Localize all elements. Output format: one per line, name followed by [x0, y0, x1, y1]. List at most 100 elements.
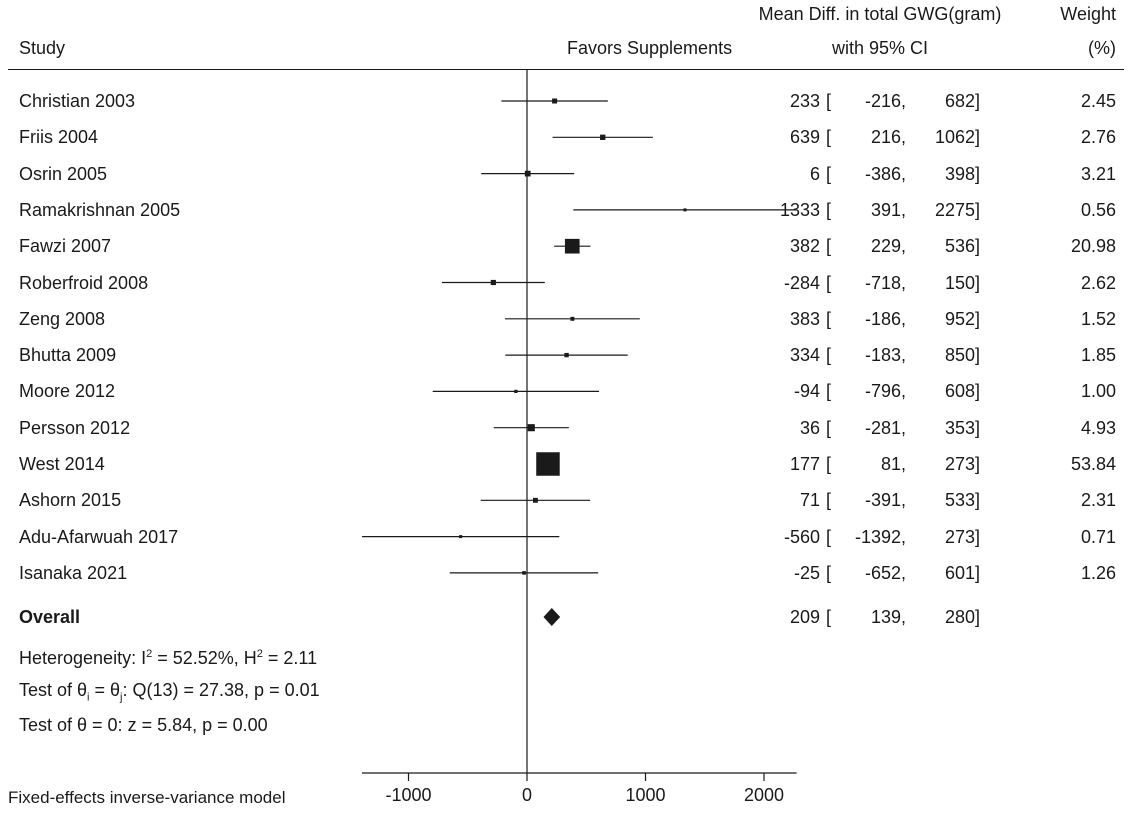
- ci-bracket-open: [: [826, 526, 832, 547]
- study-name: Isanaka 2021: [19, 562, 128, 583]
- study-ci-lower: 229,: [870, 236, 906, 257]
- study-estimate: 177: [789, 454, 820, 474]
- overall-upper: 280]: [944, 607, 980, 627]
- study-ci-upper: 150]: [944, 272, 980, 293]
- study-weight: 2.45: [1080, 91, 1116, 111]
- ci-bracket-open: [: [826, 236, 832, 257]
- study-name: Roberfroid 2008: [19, 272, 149, 293]
- study-ci-upper: 533]: [944, 490, 980, 511]
- study-ci-upper: 952]: [944, 308, 980, 329]
- study-ci-lower: -386,: [864, 163, 906, 184]
- study-weight: 1.00: [1080, 381, 1116, 402]
- study-name: Friis 2004: [19, 127, 99, 148]
- overall-diamond: [543, 608, 561, 626]
- study-marker: [532, 497, 538, 503]
- study-weight: 2.76: [1080, 127, 1116, 148]
- study-ci-lower: 216,: [870, 127, 906, 148]
- study-marker: [564, 352, 569, 358]
- study-weight: 0.56: [1080, 199, 1116, 220]
- ci-bracket-open: [: [826, 163, 832, 184]
- study-ci-lower: -718,: [864, 272, 906, 293]
- ci-bracket-open: [: [826, 345, 832, 366]
- x-axis-tick-label: 0: [522, 785, 532, 805]
- study-ci-lower: -183,: [864, 345, 906, 366]
- study-ci-upper: 398]: [944, 163, 980, 184]
- study-name: Christian 2003: [19, 91, 136, 111]
- study-ci-lower: -281,: [864, 417, 906, 438]
- overall-bracket-open: [: [826, 607, 832, 627]
- study-weight: 1.52: [1080, 308, 1116, 329]
- study-estimate: 6: [809, 163, 820, 184]
- study-name: West 2014: [19, 454, 105, 474]
- study-marker: [527, 424, 535, 432]
- ci-bracket-open: [: [826, 562, 832, 583]
- study-ci-upper: 601]: [944, 562, 980, 583]
- study-ci-upper: 353]: [944, 417, 980, 438]
- study-name: Fawzi 2007: [19, 236, 112, 257]
- study-ci-lower: -186,: [864, 308, 906, 329]
- study-ci-upper: 273]: [944, 526, 980, 547]
- study-name: Osrin 2005: [19, 163, 108, 184]
- study-ci-lower: -391,: [864, 490, 906, 511]
- study-ci-upper: 1062]: [934, 127, 980, 148]
- study-ci-upper: 608]: [944, 381, 980, 402]
- study-weight: 53.84: [1070, 454, 1116, 474]
- header-study: Study: [19, 38, 66, 58]
- header-effect-line1: Mean Diff. in total GWG(gram): [758, 4, 1002, 24]
- study-weight: 2.62: [1080, 272, 1116, 293]
- study-name: Zeng 2008: [19, 308, 106, 329]
- study-name: Persson 2012: [19, 417, 131, 438]
- study-ci-lower: 391,: [870, 199, 906, 220]
- study-estimate: 639: [789, 127, 820, 148]
- study-name: Ramakrishnan 2005: [19, 199, 181, 220]
- study-marker: [459, 535, 463, 539]
- ci-bracket-open: [: [826, 199, 832, 220]
- ci-bracket-open: [: [826, 308, 832, 329]
- study-estimate: -25: [793, 562, 820, 583]
- study-ci-lower: -652,: [864, 562, 906, 583]
- footer-model: Fixed-effects inverse-variance model: [8, 788, 286, 807]
- x-axis-tick-label: -1000: [385, 785, 431, 805]
- ci-bracket-open: [: [826, 490, 832, 511]
- study-estimate: 383: [789, 308, 820, 329]
- study-marker: [683, 208, 687, 212]
- study-weight: 0.71: [1080, 526, 1116, 547]
- study-ci-lower: -1392,: [854, 526, 906, 547]
- z-test-text: Test of θ = 0: z = 5.84, p = 0.00: [19, 715, 268, 735]
- header-weight-line1: Weight: [1060, 4, 1116, 24]
- study-weight: 3.21: [1080, 163, 1116, 184]
- x-axis-tick-label: 2000: [744, 785, 784, 805]
- study-estimate: 334: [789, 345, 820, 366]
- study-estimate: 382: [789, 236, 820, 257]
- ci-bracket-open: [: [826, 272, 832, 293]
- study-name: Ashorn 2015: [19, 490, 122, 511]
- study-ci-lower: 81,: [880, 454, 906, 474]
- study-marker: [570, 316, 575, 321]
- study-ci-upper: 273]: [944, 454, 980, 474]
- ci-bracket-open: [: [826, 417, 832, 438]
- study-marker: [552, 98, 558, 104]
- study-weight: 4.93: [1080, 417, 1116, 438]
- ci-bracket-open: [: [826, 454, 832, 474]
- ci-bracket-open: [: [826, 127, 832, 148]
- study-marker: [600, 134, 606, 140]
- header-weight-line2: (%): [1088, 38, 1116, 58]
- study-estimate: -560: [783, 526, 820, 547]
- study-marker: [490, 279, 496, 286]
- study-ci-upper: 2275]: [934, 199, 980, 220]
- study-name: Adu-Afarwuah 2017: [19, 526, 179, 547]
- study-estimate: 71: [799, 490, 820, 511]
- study-estimate: -94: [793, 381, 820, 402]
- heterogeneity-text: Heterogeneity: I2 = 52.52%, H2 = 2.11: [19, 648, 318, 668]
- overall-lower: 139,: [870, 607, 906, 627]
- study-marker: [522, 571, 526, 575]
- study-weight: 20.98: [1070, 236, 1116, 257]
- header-effect-line2: with 95% CI: [831, 38, 929, 58]
- study-weight: 1.26: [1080, 562, 1116, 583]
- study-ci-lower: -796,: [864, 381, 906, 402]
- study-ci-upper: 682]: [944, 91, 980, 111]
- study-marker: [524, 170, 531, 177]
- study-estimate: -284: [783, 272, 820, 293]
- study-marker: [536, 452, 560, 476]
- study-ci-upper: 850]: [944, 345, 980, 366]
